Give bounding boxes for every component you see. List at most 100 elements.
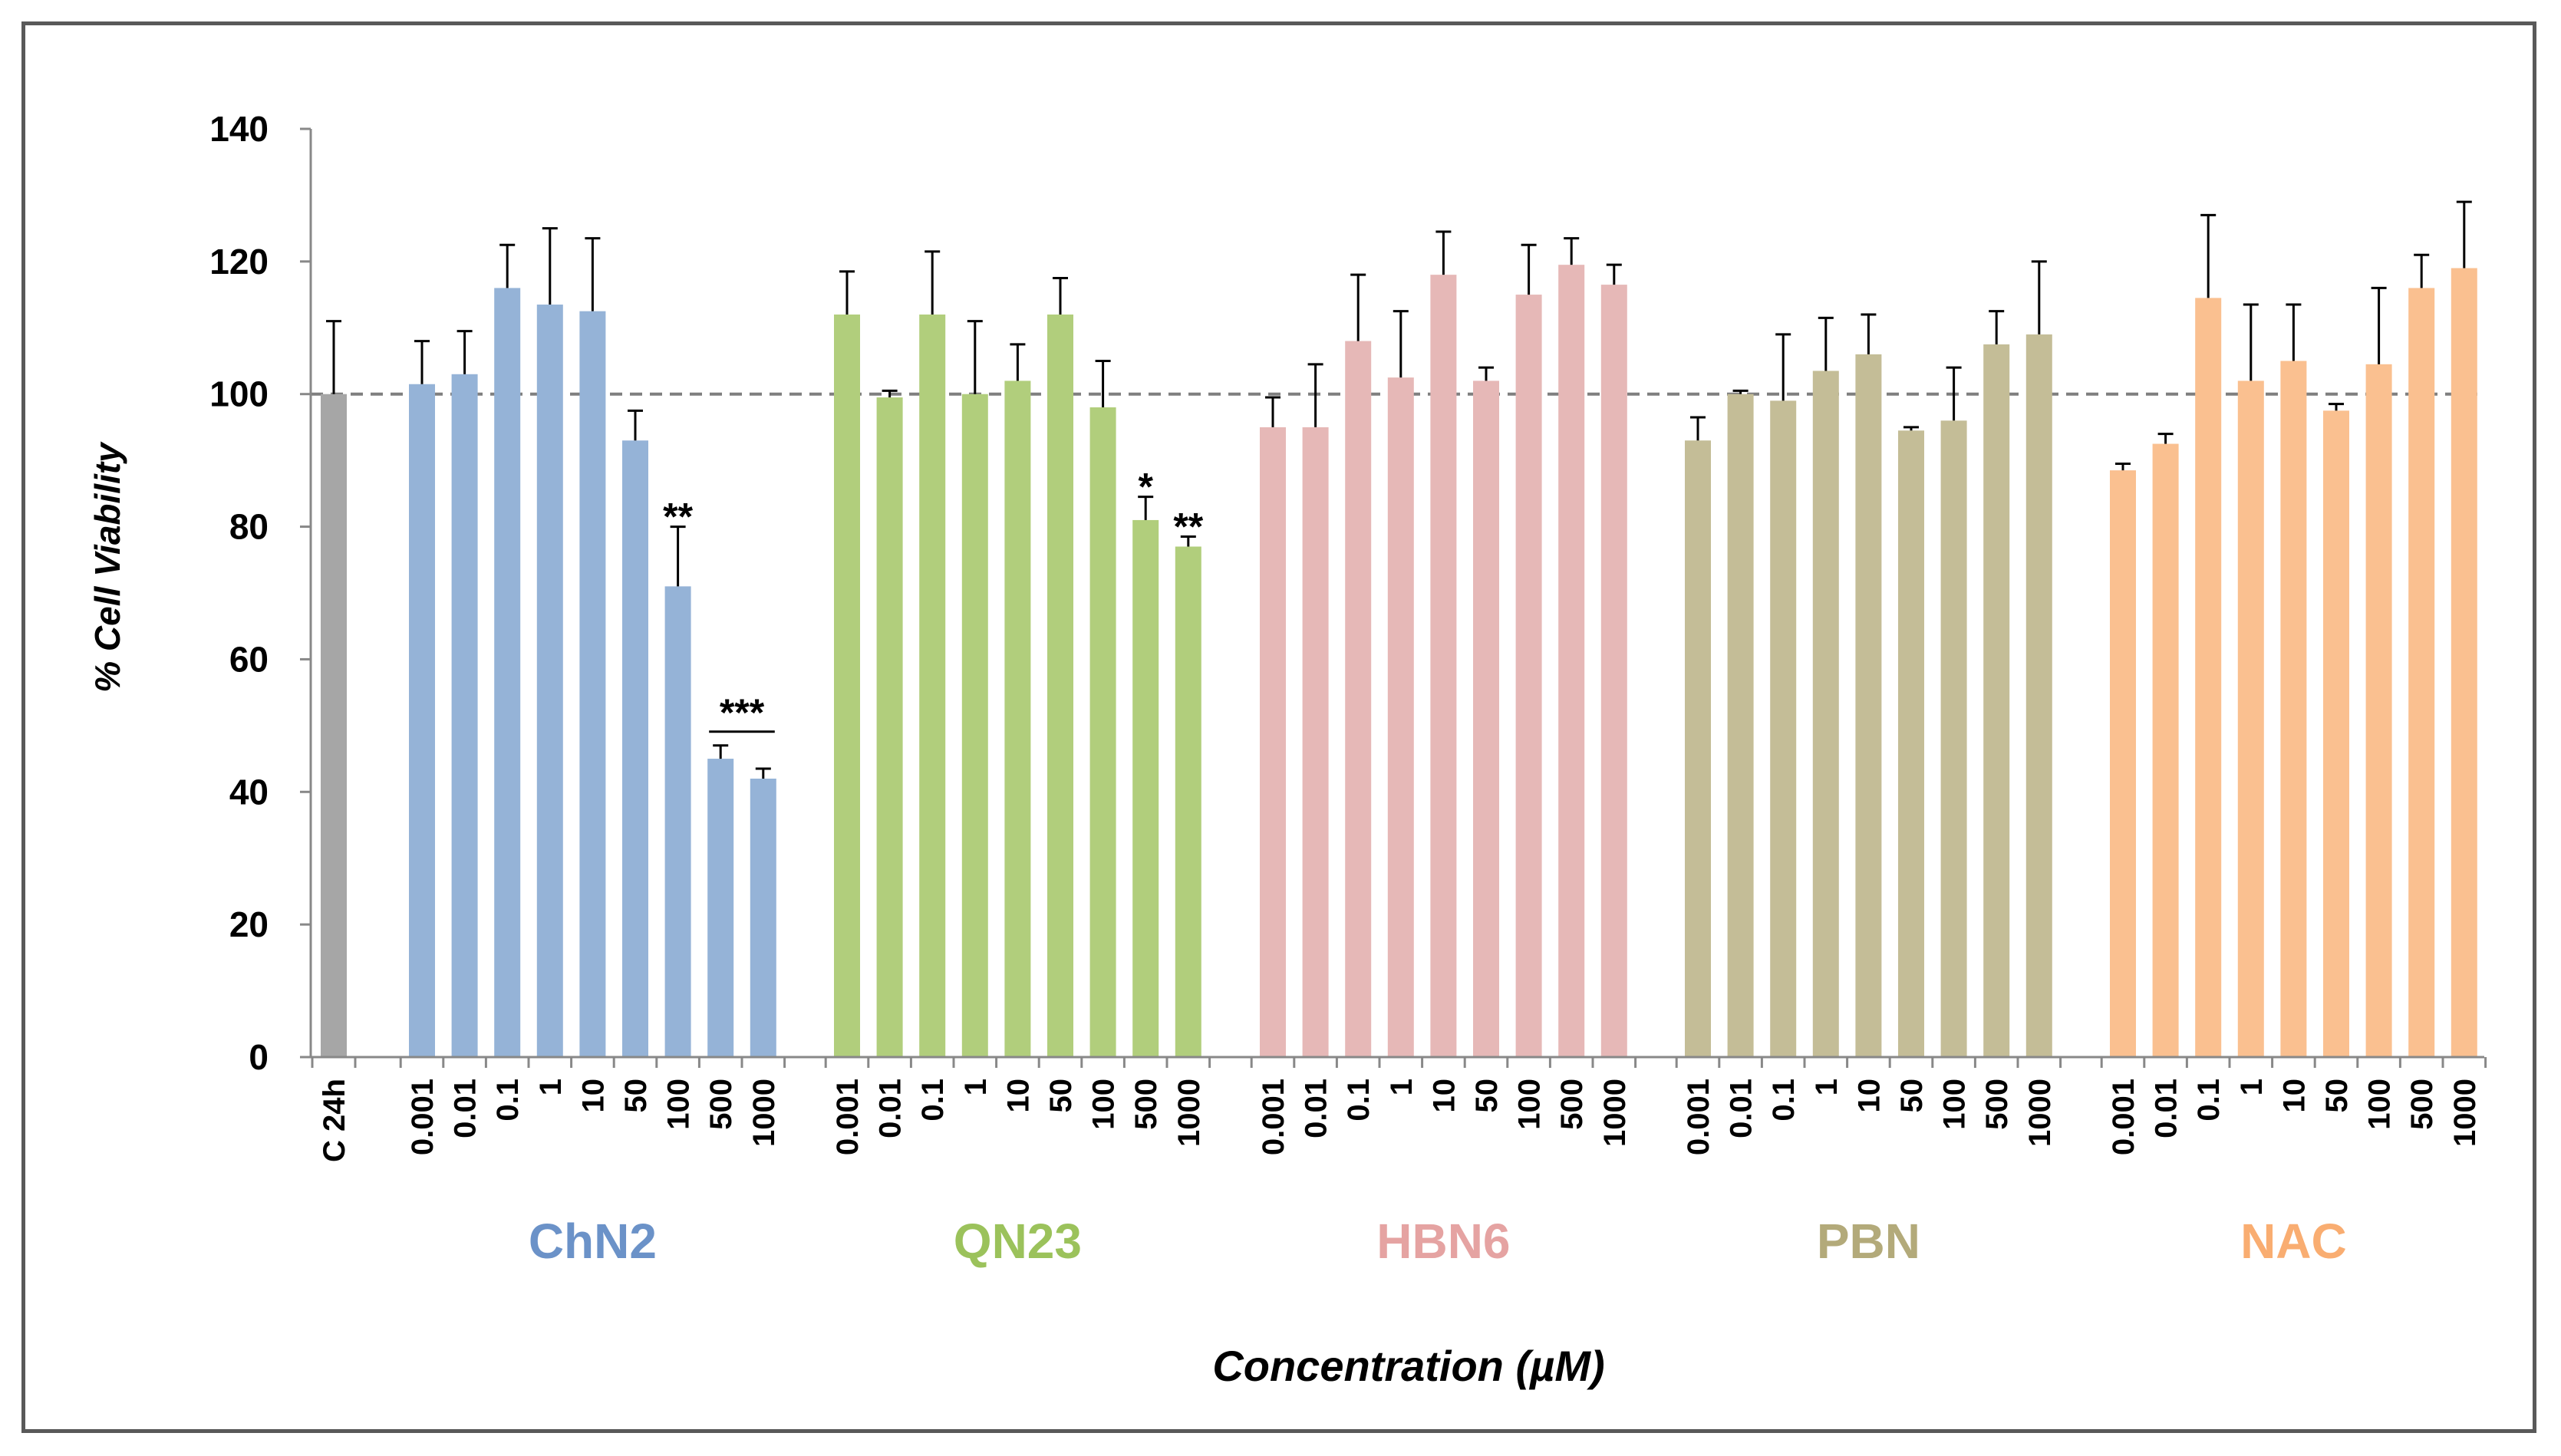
x-tick-label: 0.001 — [831, 1079, 865, 1155]
bar-qn23 — [1089, 407, 1116, 1057]
x-tick-label: 500 — [2405, 1079, 2439, 1130]
x-tick-label: 10 — [1852, 1079, 1886, 1113]
x-axis-label: Concentration (µM) — [1212, 1342, 1604, 1390]
x-tick-label: 1 — [2235, 1079, 2269, 1095]
x-tick-label: 0.001 — [406, 1079, 440, 1155]
bar-chn2 — [579, 311, 606, 1057]
x-tick-label: 100 — [1513, 1079, 1547, 1130]
bar-qn23 — [1132, 519, 1159, 1057]
x-tick-label: 10 — [1001, 1079, 1035, 1113]
bar-chn2 — [707, 759, 734, 1057]
x-tick-label: 1000 — [1172, 1079, 1206, 1147]
group-label-nac: NAC — [2240, 1214, 2347, 1269]
y-tick-label: 140 — [209, 109, 269, 149]
bar-chn2 — [622, 440, 648, 1057]
y-tick-label: 40 — [229, 772, 269, 812]
x-tick-label: 0.01 — [2150, 1079, 2184, 1138]
x-tick-label: 50 — [1895, 1079, 1929, 1113]
bar-chn2 — [409, 384, 435, 1057]
group-label-qn23: QN23 — [954, 1214, 1082, 1269]
bar-pbn — [1727, 394, 1754, 1057]
y-tick-label: 0 — [249, 1037, 269, 1077]
x-tick-label: 0.1 — [1342, 1079, 1376, 1122]
x-tick-label: 0.1 — [916, 1079, 950, 1122]
bar-nac — [2237, 380, 2264, 1057]
bar-pbn — [1983, 344, 2010, 1058]
bar-qn23 — [1175, 546, 1201, 1057]
bar-control — [321, 394, 347, 1057]
x-tick-label: 1 — [1385, 1079, 1419, 1095]
x-tick-label: 50 — [1470, 1079, 1504, 1113]
significance-mark: * — [1138, 466, 1153, 509]
bar-chn2 — [664, 586, 691, 1057]
bar-nac — [2323, 410, 2349, 1057]
bar-chn2 — [494, 288, 521, 1057]
bar-pbn — [1685, 440, 1711, 1057]
x-tick-label: 10 — [576, 1079, 610, 1113]
bar-qn23 — [961, 394, 988, 1057]
x-tick-label: 0.001 — [2107, 1079, 2141, 1155]
x-tick-label: 0.01 — [449, 1079, 483, 1138]
bar-hbn6 — [1302, 427, 1329, 1057]
group-label-hbn6: HBN6 — [1376, 1214, 1510, 1269]
bar-qn23 — [1047, 315, 1073, 1057]
x-tick-label: 0.1 — [1767, 1079, 1801, 1122]
bar-chn2 — [451, 374, 478, 1057]
x-tick-label: 0.1 — [491, 1079, 525, 1122]
bar-qn23 — [876, 397, 903, 1057]
x-tick-label: C 24h — [318, 1079, 351, 1162]
bar-chn2 — [536, 305, 563, 1057]
y-tick-label: 100 — [209, 374, 269, 414]
x-tick-label: 100 — [1087, 1079, 1121, 1130]
bar-qn23 — [919, 315, 946, 1057]
x-tick-label: 10 — [1427, 1079, 1461, 1113]
x-tick-label: 500 — [1980, 1079, 2014, 1130]
x-tick-label: 100 — [1938, 1079, 1972, 1130]
group-label-pbn: PBN — [1817, 1214, 1920, 1269]
bar-pbn — [1770, 400, 1797, 1057]
x-tick-label: 0.1 — [2192, 1079, 2226, 1122]
bar-nac — [2152, 443, 2179, 1057]
x-tick-label: 50 — [619, 1079, 653, 1113]
bar-hbn6 — [1430, 275, 1457, 1058]
x-tick-label: 0.01 — [1725, 1079, 1758, 1138]
y-tick-label: 120 — [209, 242, 269, 282]
bar-nac — [2280, 361, 2307, 1057]
bar-nac — [2451, 268, 2477, 1057]
bar-nac — [2408, 288, 2435, 1057]
x-tick-label: 50 — [2320, 1079, 2354, 1113]
bar-hbn6 — [1600, 285, 1627, 1057]
x-tick-label: 100 — [2363, 1079, 2397, 1130]
bar-pbn — [1898, 430, 1924, 1057]
bar-hbn6 — [1515, 295, 1542, 1058]
bar-chn2 — [750, 779, 776, 1057]
x-tick-label: 0.01 — [1300, 1079, 1333, 1138]
bar-nac — [2365, 364, 2392, 1058]
x-tick-label: 0.001 — [1682, 1079, 1716, 1155]
significance-mark: *** — [720, 691, 765, 734]
x-tick-label: 0.001 — [1257, 1079, 1290, 1155]
y-tick-label: 20 — [229, 904, 269, 944]
x-tick-label: 500 — [704, 1079, 738, 1130]
x-tick-label: 0.01 — [874, 1079, 908, 1138]
x-tick-label: 100 — [662, 1079, 696, 1130]
bars-layer — [321, 200, 2477, 1058]
x-tick-label: 1000 — [1598, 1079, 1632, 1147]
bar-hbn6 — [1558, 265, 1585, 1057]
bar-qn23 — [1004, 380, 1031, 1057]
bar-pbn — [1855, 354, 1882, 1057]
x-tick-label: 500 — [1129, 1079, 1163, 1130]
group-label-chn2: ChN2 — [529, 1214, 657, 1269]
bar-hbn6 — [1473, 380, 1499, 1057]
axes-layer — [300, 127, 2487, 1068]
x-tick-label: 1 — [959, 1079, 993, 1095]
bar-pbn — [2025, 334, 2052, 1057]
bar-nac — [2195, 298, 2222, 1058]
significance-mark: ** — [663, 496, 693, 539]
x-tick-label: 50 — [1044, 1079, 1078, 1113]
x-tick-label: 1000 — [2023, 1079, 2057, 1147]
x-tick-label: 10 — [2277, 1079, 2311, 1113]
bar-hbn6 — [1345, 341, 1372, 1058]
x-tick-label: 1000 — [747, 1079, 781, 1147]
